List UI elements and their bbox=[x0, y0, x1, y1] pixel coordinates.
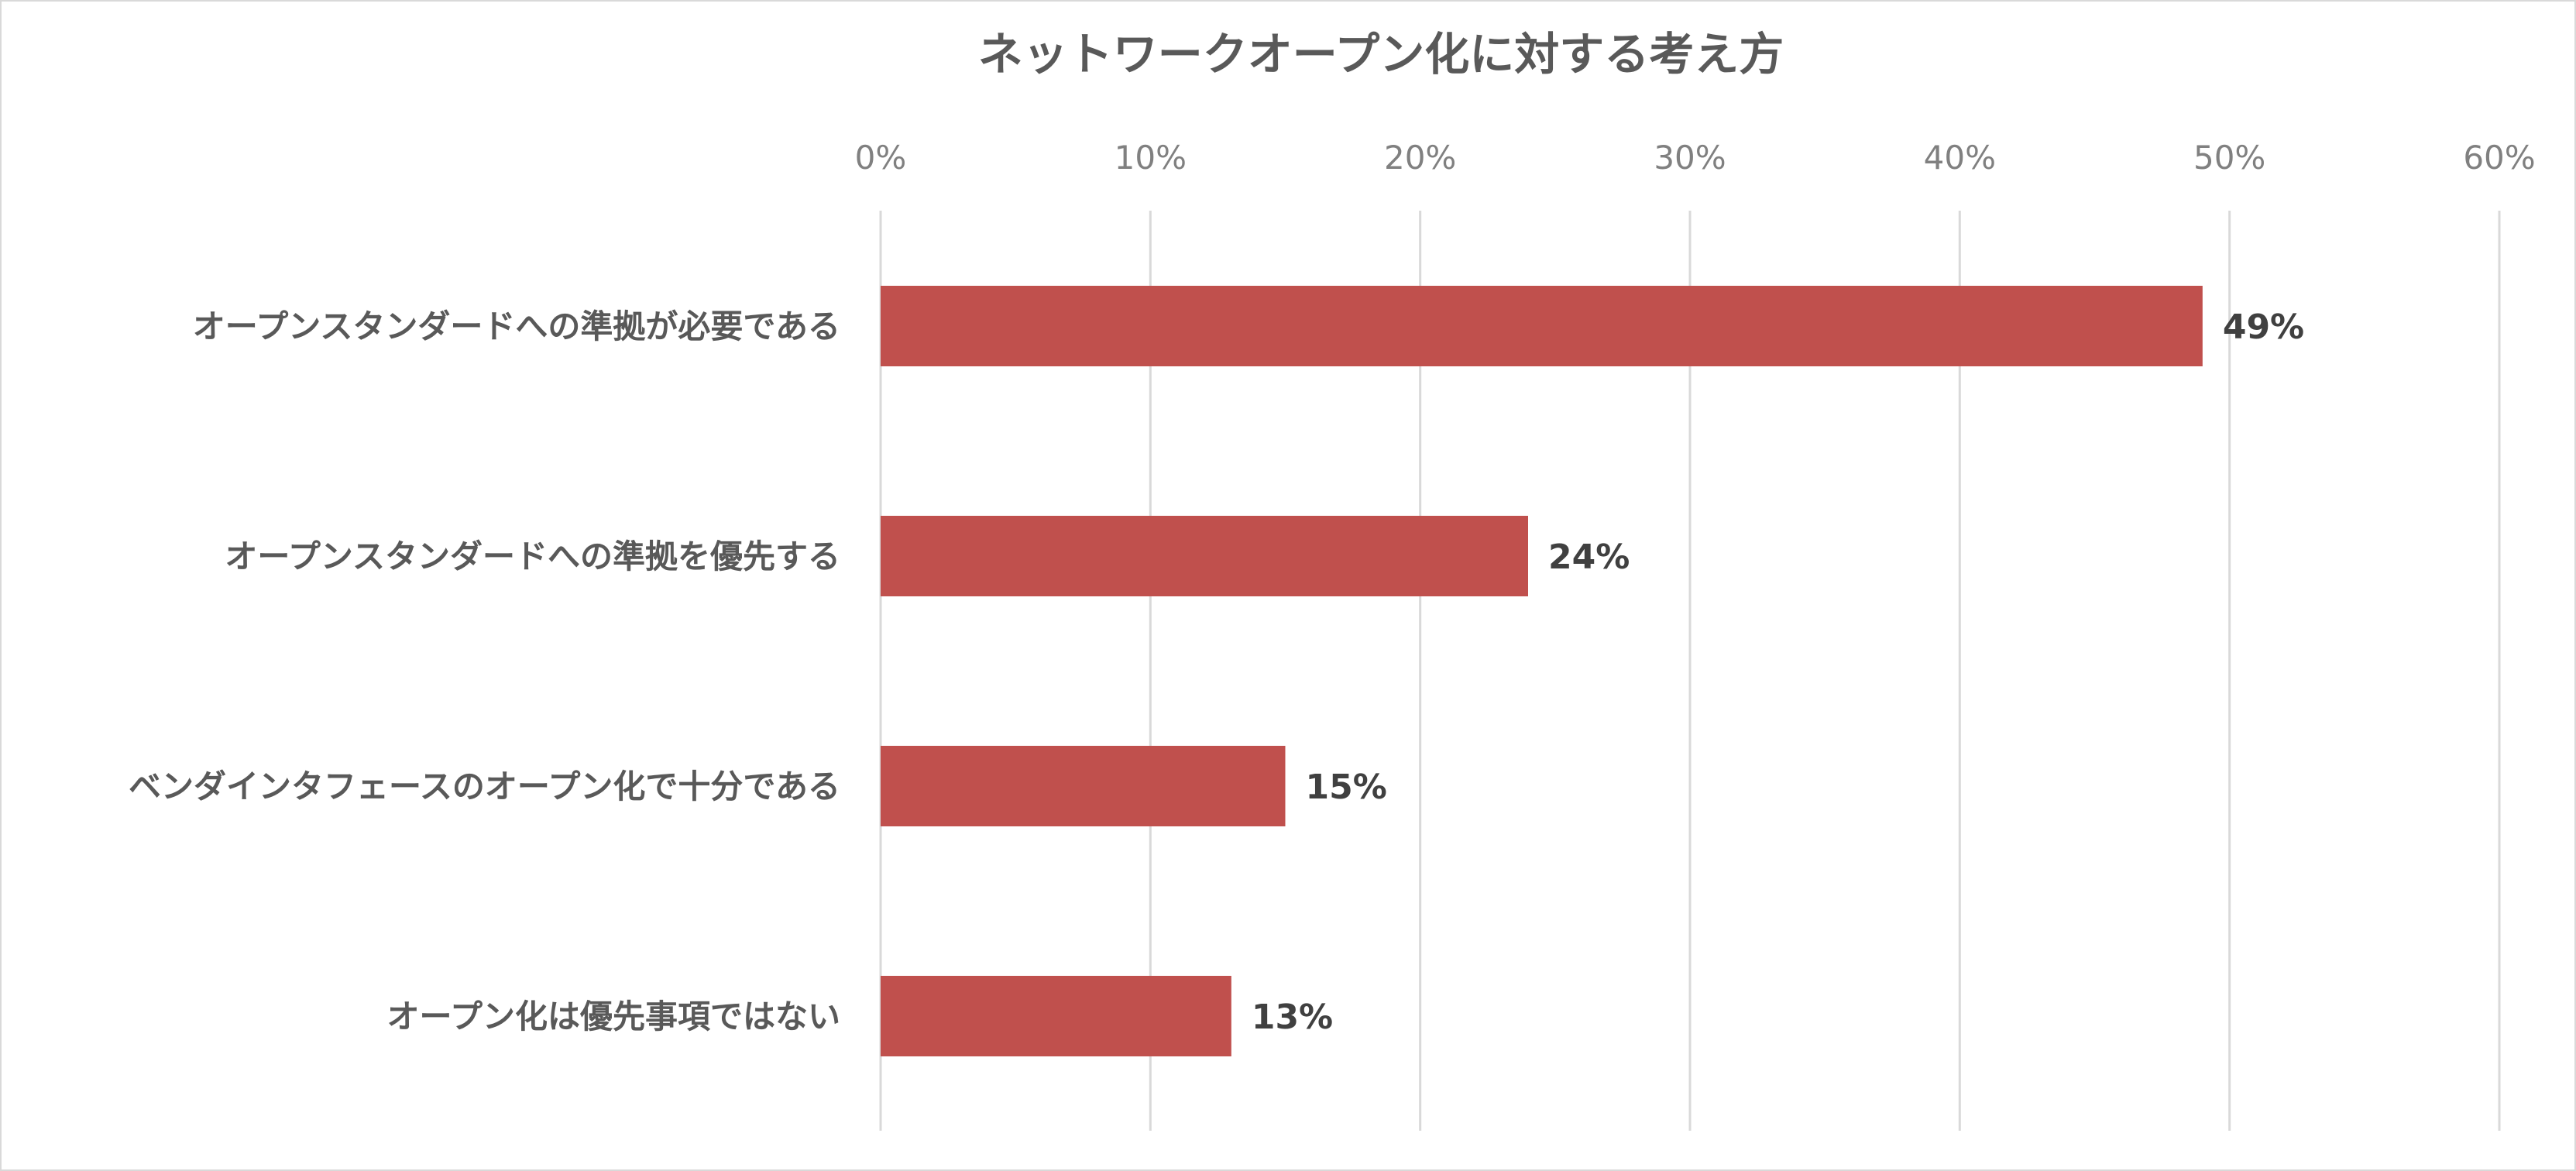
data-label: 24% bbox=[1548, 537, 1630, 577]
data-label: 49% bbox=[2223, 307, 2304, 347]
category-label: オープン化は優先事項ではない bbox=[387, 998, 840, 1035]
data-label: 13% bbox=[1252, 998, 1333, 1037]
x-tick-label: 10% bbox=[1115, 139, 1187, 177]
x-axis-ticks: 0% 10% 20% 30% 40% 50% 60% bbox=[855, 139, 2536, 177]
category-label: オープンスタンダードへの準拠を優先する bbox=[225, 537, 840, 575]
data-labels: 49% 24% 15% 13% bbox=[1252, 307, 2304, 1037]
x-tick-label: 0% bbox=[855, 139, 907, 177]
x-tick-label: 50% bbox=[2193, 139, 2265, 177]
x-tick-label: 60% bbox=[2463, 139, 2535, 177]
chart-title: ネットワークオープン化に対する考え方 bbox=[978, 28, 1784, 81]
category-labels: オープンスタンダードへの準拠が必要であるオープンスタンダードへの準拠を優先するベ… bbox=[129, 307, 840, 1035]
bar bbox=[881, 286, 2203, 366]
category-label: オープンスタンダードへの準拠が必要である bbox=[193, 307, 840, 345]
bar bbox=[881, 976, 1231, 1056]
category-label: ベンダインタフェースのオープン化で十分である bbox=[129, 768, 840, 805]
x-tick-label: 20% bbox=[1384, 139, 1456, 177]
x-tick-label: 40% bbox=[1924, 139, 1996, 177]
bars bbox=[881, 286, 2203, 1056]
data-label: 15% bbox=[1306, 768, 1387, 807]
bar bbox=[881, 746, 1286, 826]
x-tick-label: 30% bbox=[1654, 139, 1726, 177]
bar bbox=[881, 516, 1528, 596]
